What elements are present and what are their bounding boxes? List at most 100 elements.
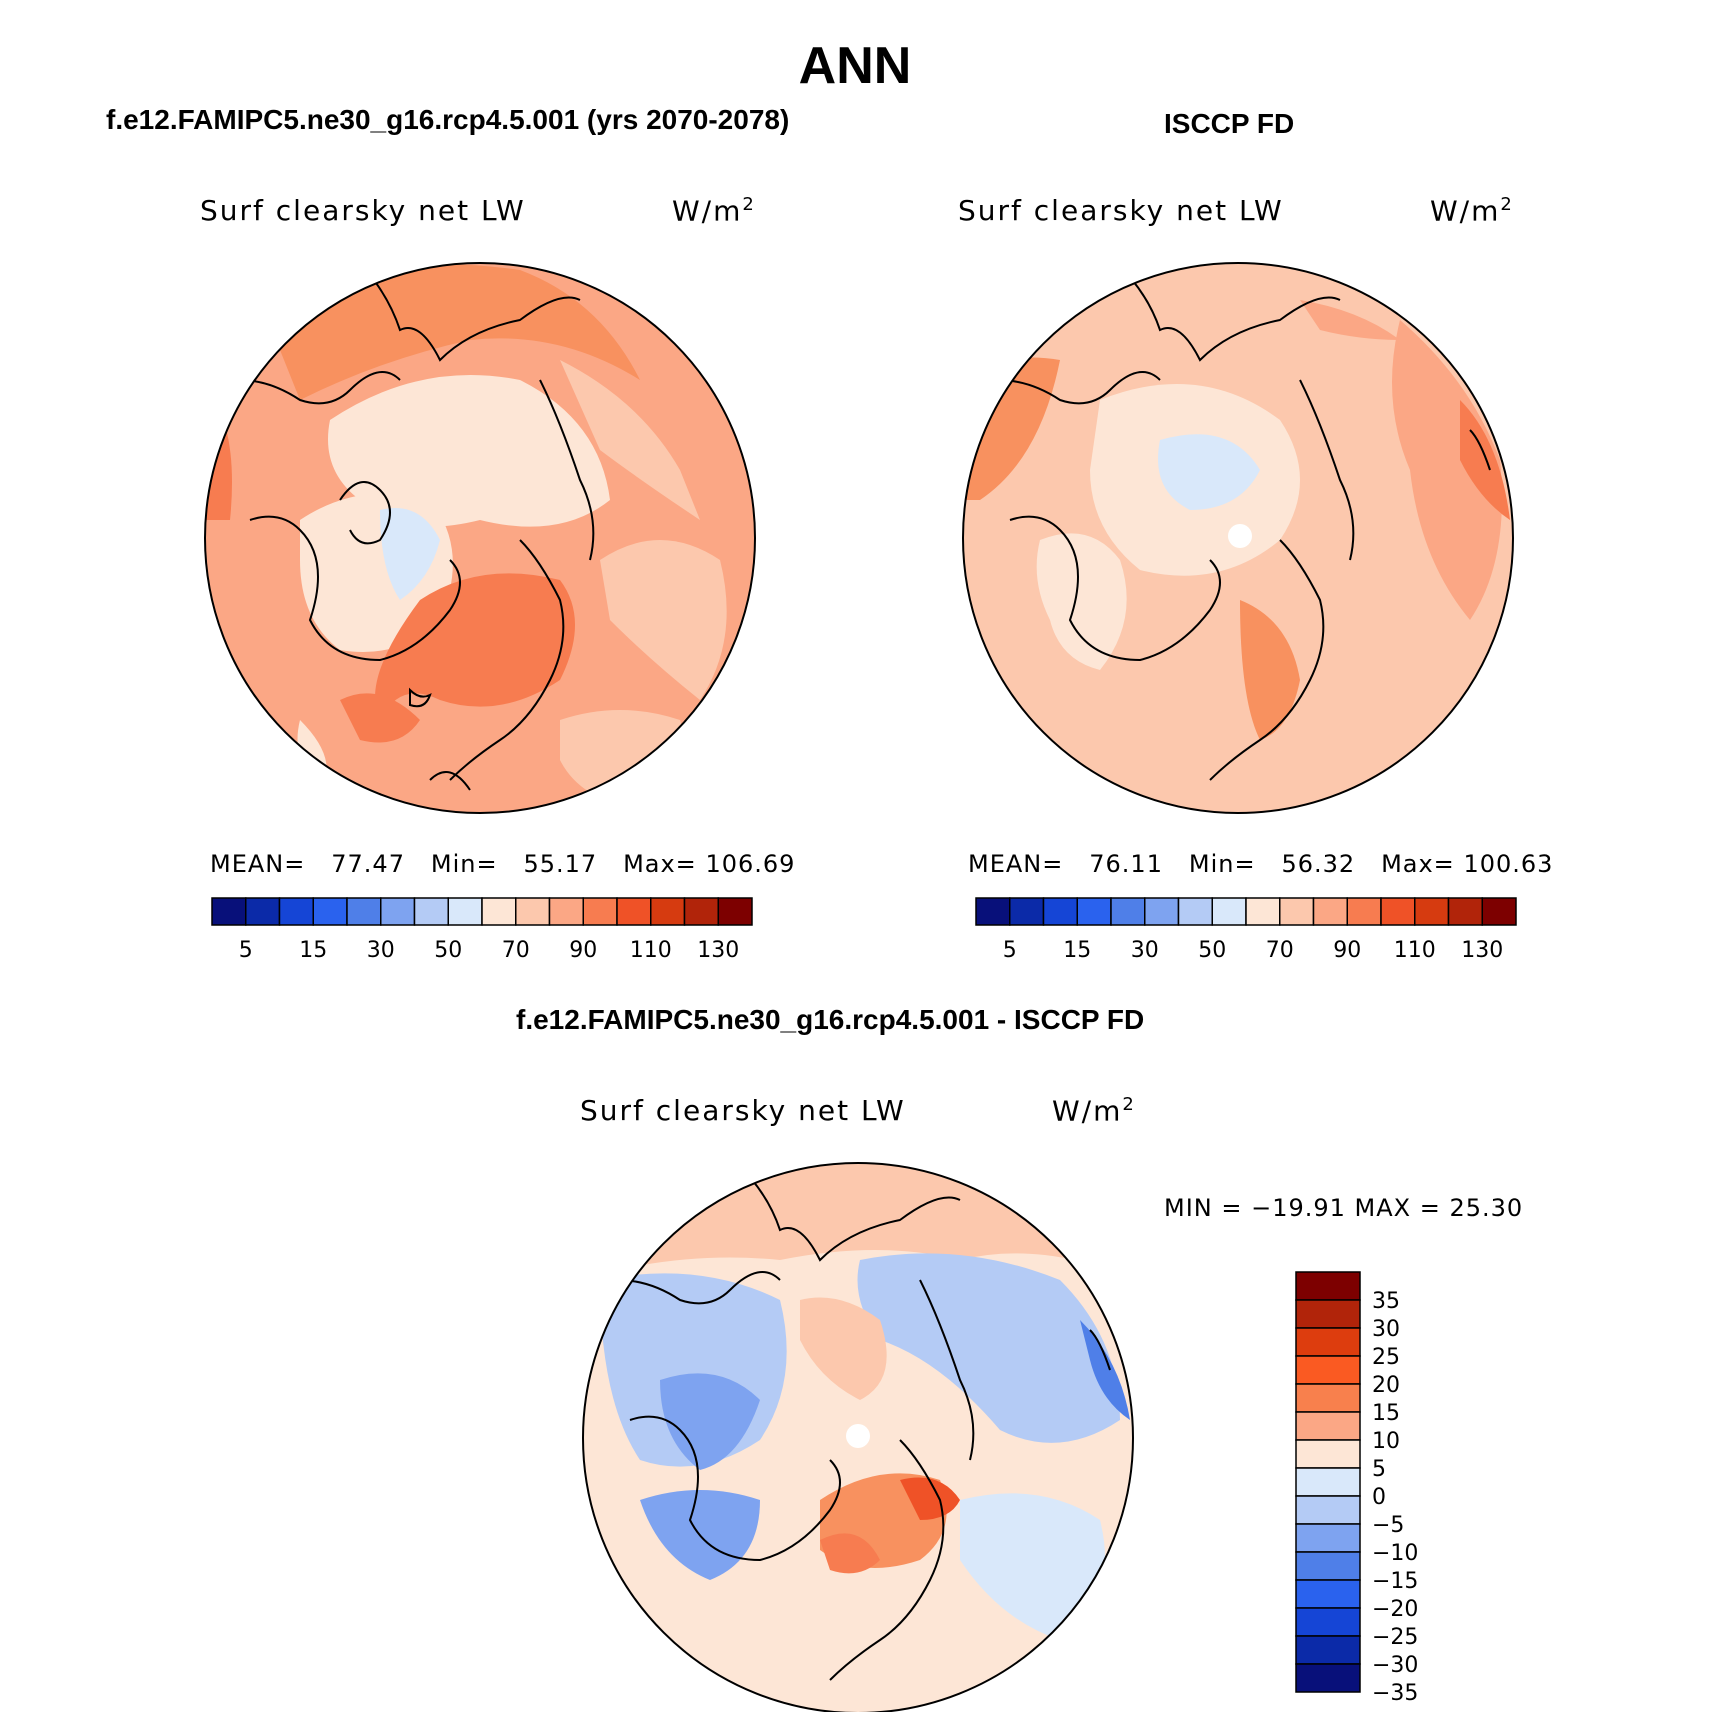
colorbar2-tick-label: 130 — [1461, 938, 1503, 963]
colorbar2-tick-label: 15 — [1063, 938, 1091, 963]
colorbar-diff-swatch — [1295, 1327, 1361, 1357]
colorbar-diff-swatch — [1295, 1355, 1361, 1385]
colorbar-diff-tick-label: 5 — [1372, 1457, 1386, 1482]
panel1-units: W/m2 — [672, 194, 756, 228]
colorbar-diff-tick-label: −30 — [1372, 1653, 1418, 1678]
colorbar-diff-swatch — [1295, 1271, 1361, 1301]
colorbar1-swatch — [650, 897, 686, 926]
colorbar2-swatch — [1144, 897, 1180, 926]
colorbar1-tick-label: 90 — [569, 938, 597, 963]
colorbar-diff-swatch — [1295, 1495, 1361, 1525]
colorbar1-swatch — [717, 897, 753, 926]
colorbar2-swatch — [1009, 897, 1045, 926]
colorbar1-tick-label: 15 — [299, 938, 327, 963]
colorbar1-swatch — [548, 897, 584, 926]
colorbar-diff-swatch — [1295, 1439, 1361, 1469]
colorbar1-tick-label: 110 — [630, 938, 672, 963]
colorbar1-swatch — [312, 897, 348, 926]
colorbar2-swatch — [1245, 897, 1281, 926]
colorbar1-swatch — [582, 897, 618, 926]
colorbar-diff-tick-label: 15 — [1372, 1401, 1400, 1426]
panel3-case-title: f.e12.FAMIPC5.ne30_g16.rcp4.5.001 - ISCC… — [516, 1004, 1145, 1035]
colorbar1-swatch — [245, 897, 281, 926]
map1-border — [204, 262, 756, 814]
colorbar2-swatch — [1481, 897, 1517, 926]
colorbar-diff-tick-label: −5 — [1372, 1513, 1404, 1538]
colorbar2-tick-label: 30 — [1131, 938, 1159, 963]
colorbar2-swatch — [1177, 897, 1213, 926]
colorbar-panel1: 5 15 30 50 70 90 110 130 — [211, 897, 753, 963]
colorbar-diff-tick-label: 30 — [1372, 1317, 1400, 1342]
colorbar1-swatch — [413, 897, 449, 926]
colorbar-diff-swatch — [1295, 1579, 1361, 1609]
colorbar-diff-swatch — [1295, 1299, 1361, 1329]
panel1-case-title: f.e12.FAMIPC5.ne30_g16.rcp4.5.001 (yrs 2… — [106, 104, 790, 135]
panel2-units: W/m2 — [1430, 194, 1514, 228]
colorbar-diff-tick-label: 25 — [1372, 1345, 1400, 1370]
colorbar1-tick-label: 5 — [239, 938, 253, 963]
colorbar1-swatch — [211, 897, 247, 926]
colorbar2-swatch — [1279, 897, 1315, 926]
colorbar-diff-tick-label: 0 — [1372, 1485, 1386, 1510]
colorbar-panel2: 5 15 30 50 70 90 110 130 — [975, 897, 1517, 963]
panel3-units: W/m2 — [1052, 1094, 1136, 1128]
colorbar-diff-swatch — [1295, 1607, 1361, 1637]
colorbar-diff-tick-label: 35 — [1372, 1289, 1400, 1314]
colorbar2-tick-label: 70 — [1266, 938, 1294, 963]
colorbar2-swatch — [1380, 897, 1416, 926]
colorbar2-tick-label: 110 — [1394, 938, 1436, 963]
colorbar2-tick-label: 90 — [1333, 938, 1361, 963]
panel1-stats: MEAN= 77.47 Min= 55.17 Max= 106.69 — [210, 850, 796, 878]
panel2-stats: MEAN= 76.11 Min= 56.32 Max= 100.63 — [968, 850, 1554, 878]
colorbar-diff-tick-label: −20 — [1372, 1597, 1418, 1622]
map3-border — [582, 1162, 1134, 1712]
map2-border — [962, 262, 1514, 814]
colorbar2-swatch — [1076, 897, 1112, 926]
map1-polar-projection — [205, 263, 755, 813]
colorbar2-swatch — [975, 897, 1011, 926]
colorbar2-swatch — [1042, 897, 1078, 926]
colorbar2-swatch — [1414, 897, 1450, 926]
colorbar1-swatch — [380, 897, 416, 926]
colorbar2-swatch — [1211, 897, 1247, 926]
colorbar1-swatch — [515, 897, 551, 926]
panel3-minmax: MIN = −19.91 MAX = 25.30 — [1164, 1194, 1524, 1222]
colorbar1-swatch — [683, 897, 719, 926]
colorbar-diff-tick-label: 20 — [1372, 1373, 1400, 1398]
colorbar2-swatch — [1447, 897, 1483, 926]
panel2-case-title: ISCCP FD — [1164, 108, 1295, 139]
colorbar-diff-tick-label: −15 — [1372, 1569, 1418, 1594]
colorbar2-swatch — [1346, 897, 1382, 926]
colorbar-diff-tick-label: −10 — [1372, 1541, 1418, 1566]
colorbar-diff-swatch — [1295, 1635, 1361, 1665]
colorbar1-swatch — [481, 897, 517, 926]
map3-polar-projection — [583, 1163, 1133, 1712]
colorbar2-tick-label: 50 — [1198, 938, 1226, 963]
panel3-variable-label: Surf clearsky net LW — [580, 1094, 906, 1127]
colorbar-diff-swatch — [1295, 1663, 1361, 1693]
colorbar2-tick-label: 5 — [1003, 938, 1017, 963]
colorbar-diff-swatch — [1295, 1411, 1361, 1441]
figure-title: ANN — [798, 37, 912, 95]
colorbar1-swatch — [278, 897, 314, 926]
colorbar2-swatch — [1312, 897, 1348, 926]
panel2-variable-label: Surf clearsky net LW — [958, 194, 1284, 227]
colorbar-diff-swatch — [1295, 1467, 1361, 1497]
colorbar1-tick-label: 50 — [434, 938, 462, 963]
colorbar-diff-tick-label: −35 — [1372, 1681, 1418, 1706]
colorbar-diff-swatch — [1295, 1523, 1361, 1553]
map2-polar-projection — [963, 263, 1513, 813]
colorbar1-swatch — [346, 897, 382, 926]
colorbar-diff-swatch — [1295, 1383, 1361, 1413]
colorbar1-swatch — [447, 897, 483, 926]
colorbar1-tick-label: 70 — [502, 938, 530, 963]
colorbar-diff: 35 30 25 20 15 10 5 0 −5 −10 −15 −20 −25 −30 −35 — [1295, 1271, 1418, 1706]
colorbar2-swatch — [1110, 897, 1146, 926]
colorbar-diff-swatch — [1295, 1551, 1361, 1581]
colorbar-diff-tick-label: 10 — [1372, 1429, 1400, 1454]
colorbar1-tick-label: 130 — [697, 938, 739, 963]
colorbar1-tick-label: 30 — [367, 938, 395, 963]
colorbar-diff-tick-label: −25 — [1372, 1625, 1418, 1650]
panel1-variable-label: Surf clearsky net LW — [200, 194, 526, 227]
